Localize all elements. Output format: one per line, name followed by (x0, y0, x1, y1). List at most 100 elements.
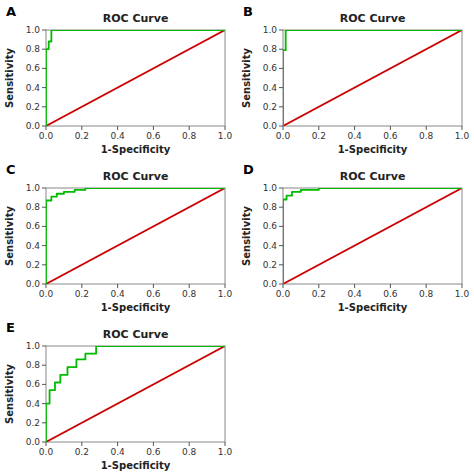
series-line (283, 30, 462, 126)
title: ROC Curve (103, 328, 169, 341)
y-tick-label: 0.6 (26, 63, 41, 73)
y-tick-label: 1.0 (26, 341, 41, 351)
y-tick (42, 365, 46, 366)
x-tick (426, 126, 427, 130)
x-axis-label: 1-Specificity (101, 302, 171, 313)
x-tick-label: 0.4 (110, 447, 125, 457)
y-tick-label: 0.4 (26, 241, 41, 251)
series-line (283, 188, 462, 284)
x-tick (354, 284, 355, 288)
x-tick (462, 284, 463, 288)
series-line (46, 346, 225, 442)
x-tick (46, 284, 47, 288)
y-tick-label: 0.2 (26, 102, 40, 112)
x-tick-label: 0.4 (347, 131, 362, 141)
panel-letter: C (6, 162, 16, 177)
x-tick-label: 0.6 (146, 289, 161, 299)
x-tick (318, 284, 319, 288)
x-tick-label: 0.2 (312, 289, 326, 299)
panel: 0.00.20.40.60.81.00.00.20.40.60.81.0ROC … (4, 4, 232, 155)
series-line (46, 188, 225, 284)
x-axis-label: 1-Specificity (101, 460, 171, 471)
x-tick (225, 284, 226, 288)
plot-frame (283, 30, 462, 126)
y-tick (279, 188, 283, 189)
x-tick (225, 126, 226, 130)
x-tick-label: 0.6 (383, 289, 398, 299)
x-tick (390, 284, 391, 288)
y-tick (42, 245, 46, 246)
x-tick-label: 0.8 (182, 447, 197, 457)
y-axis-label: Sensitivity (4, 364, 15, 424)
panel: 0.00.20.40.60.81.00.00.20.40.60.81.0ROC … (4, 162, 232, 313)
x-tick-label: 0.6 (146, 131, 161, 141)
y-tick (279, 49, 283, 50)
x-tick (46, 126, 47, 130)
series-group (283, 188, 462, 284)
x-tick-label: 1.0 (218, 131, 233, 141)
series-group (46, 188, 225, 284)
x-tick (283, 284, 284, 288)
series-line (283, 188, 462, 284)
y-axis-label: Sensitivity (241, 48, 252, 108)
panel-letter: D (243, 162, 254, 177)
y-tick-label: 0.0 (26, 121, 41, 131)
x-tick-label: 1.0 (218, 447, 233, 457)
plot-frame (46, 188, 225, 284)
x-tick-label: 0.0 (276, 289, 291, 299)
y-tick-label: 0.8 (26, 202, 41, 212)
y-tick-label: 0.0 (263, 279, 278, 289)
title: ROC Curve (103, 12, 169, 25)
y-tick (42, 346, 46, 347)
panel: 0.00.20.40.60.81.00.00.20.40.60.81.0ROC … (241, 4, 469, 155)
title: ROC Curve (340, 12, 406, 25)
x-tick (462, 126, 463, 130)
x-tick-label: 0.2 (312, 131, 326, 141)
x-tick (153, 442, 154, 446)
y-tick (279, 226, 283, 227)
x-tick (46, 442, 47, 446)
x-tick-label: 0.8 (182, 289, 197, 299)
y-tick (42, 87, 46, 88)
y-tick-label: 0.8 (26, 360, 41, 370)
x-axis-label: 1-Specificity (101, 144, 171, 155)
y-tick (42, 188, 46, 189)
panel-letter: E (6, 320, 15, 335)
x-tick-label: 0.8 (419, 131, 434, 141)
x-axis-label: 1-Specificity (338, 302, 408, 313)
x-tick (318, 126, 319, 130)
x-tick-label: 0.2 (75, 447, 89, 457)
y-tick (42, 68, 46, 69)
series-line (46, 30, 225, 126)
x-tick-label: 0.0 (39, 447, 54, 457)
y-tick-label: 0.4 (26, 399, 41, 409)
y-tick (42, 422, 46, 423)
x-tick (117, 442, 118, 446)
y-tick-label: 0.4 (26, 83, 41, 93)
x-tick (153, 284, 154, 288)
y-tick (42, 226, 46, 227)
y-tick-label: 0.4 (263, 83, 278, 93)
y-tick-label: 0.0 (26, 437, 41, 447)
series-line (46, 346, 225, 442)
y-tick-label: 1.0 (263, 183, 278, 193)
y-tick (42, 49, 46, 50)
y-tick (42, 207, 46, 208)
y-tick (42, 106, 46, 107)
y-tick-label: 0.0 (263, 121, 278, 131)
y-tick (279, 207, 283, 208)
plot-frame (46, 30, 225, 126)
y-tick (279, 245, 283, 246)
series-line (46, 30, 225, 126)
y-axis-label: Sensitivity (4, 48, 15, 108)
series-group (46, 30, 225, 126)
y-tick-label: 0.6 (263, 63, 278, 73)
x-tick (81, 284, 82, 288)
x-tick (426, 284, 427, 288)
y-tick-label: 0.4 (263, 241, 278, 251)
x-tick (153, 126, 154, 130)
y-tick-label: 1.0 (26, 183, 41, 193)
panel: 0.00.20.40.60.81.00.00.20.40.60.81.0ROC … (4, 320, 232, 471)
y-tick-label: 0.2 (263, 102, 277, 112)
y-tick-label: 0.0 (26, 279, 41, 289)
